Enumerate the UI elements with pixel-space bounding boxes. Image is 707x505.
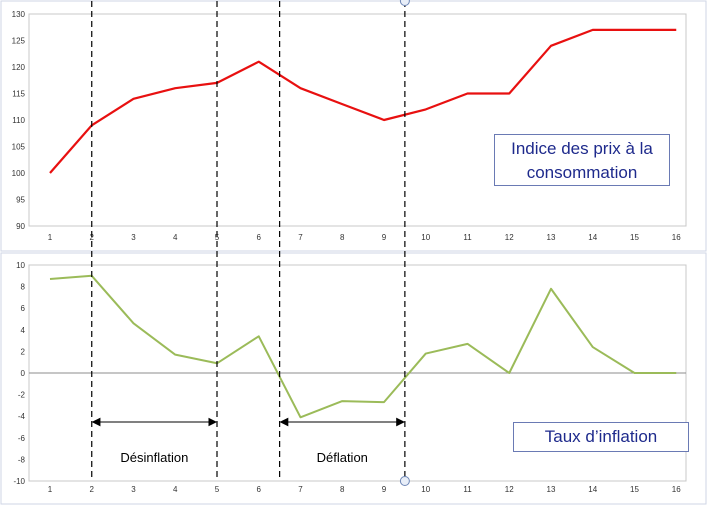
series-line-cpi — [49, 28, 677, 174]
x-tick-label: 13 — [547, 485, 556, 494]
x-tick-label: 4 — [173, 233, 178, 242]
x-tick-label: 2 — [90, 485, 95, 494]
x-tick-label: 2 — [90, 233, 95, 242]
x-tick-label: 11 — [463, 233, 472, 242]
x-tick-label: 12 — [505, 233, 514, 242]
x-tick-label: 7 — [298, 485, 303, 494]
range-label-deflation: Déflation — [317, 450, 368, 465]
selection-handle-bottom — [399, 476, 410, 486]
x-tick-label: 10 — [421, 233, 430, 242]
y-tick-label: 6 — [21, 304, 26, 313]
x-tick-label: 16 — [672, 485, 681, 494]
x-tick-label: 1 — [48, 485, 53, 494]
y-tick-label: 130 — [12, 10, 26, 19]
legend-inflation: Taux d’inflation — [513, 422, 689, 452]
x-tick-label: 13 — [547, 233, 556, 242]
y-tick-label: 120 — [12, 63, 26, 72]
x-tick-label: 14 — [588, 485, 597, 494]
y-tick-label: 115 — [12, 90, 25, 99]
x-tick-label: 11 — [463, 485, 472, 494]
y-tick-label: 0 — [21, 369, 26, 378]
y-tick-label: 100 — [12, 169, 26, 178]
x-tick-label: 9 — [382, 485, 387, 494]
x-tick-label: 6 — [257, 485, 262, 494]
y-tick-label: 4 — [21, 326, 26, 335]
y-tick-label: 110 — [12, 116, 25, 125]
y-tick-label: 95 — [16, 196, 25, 205]
x-tick-label: 9 — [382, 233, 387, 242]
x-tick-label: 8 — [340, 233, 345, 242]
y-tick-label: -8 — [18, 455, 26, 464]
x-tick-label: 8 — [340, 485, 345, 494]
x-tick-label: 12 — [505, 485, 514, 494]
x-tick-label: 6 — [257, 233, 262, 242]
x-tick-label: 15 — [630, 233, 639, 242]
series-line-inflation — [49, 274, 677, 419]
x-tick-label: 5 — [215, 485, 220, 494]
y-tick-label: 90 — [16, 222, 25, 231]
x-tick-label: 7 — [298, 233, 303, 242]
x-tick-label: 10 — [421, 485, 430, 494]
selection-handle-top — [399, 0, 410, 6]
x-tick-label: 15 — [630, 485, 639, 494]
range-label-desinflation: Désinflation — [120, 450, 188, 465]
plot-area-1 — [28, 13, 687, 227]
x-tick-label: 16 — [672, 233, 681, 242]
y-tick-label: 125 — [12, 37, 26, 46]
y-tick-label: 105 — [12, 143, 26, 152]
x-tick-label: 3 — [131, 233, 136, 242]
y-tick-label: 2 — [21, 347, 26, 356]
y-tick-label: -4 — [18, 412, 26, 421]
x-tick-label: 14 — [588, 233, 597, 242]
y-tick-label: -10 — [13, 477, 25, 486]
y-tick-label: -6 — [18, 434, 26, 443]
y-tick-label: 10 — [16, 261, 25, 270]
y-tick-label: -2 — [18, 391, 26, 400]
x-tick-label: 5 — [215, 233, 220, 242]
x-tick-label: 1 — [48, 233, 53, 242]
x-tick-label: 3 — [131, 485, 136, 494]
x-tick-label: 4 — [173, 485, 178, 494]
legend-cpi: Indice des prix à la consommation — [494, 134, 670, 186]
y-tick-label: 8 — [21, 283, 26, 292]
